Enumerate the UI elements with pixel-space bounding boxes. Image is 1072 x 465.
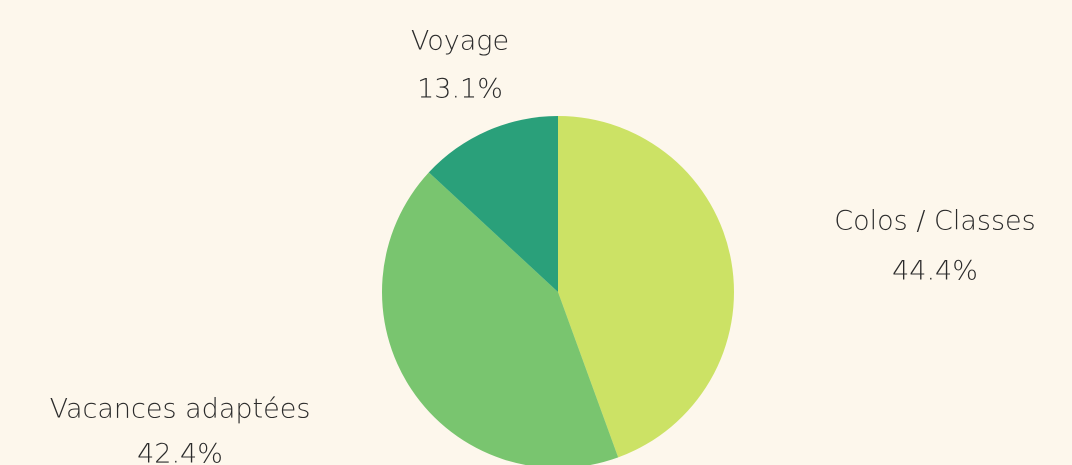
pie-slice	[558, 116, 734, 458]
pie-slice	[382, 172, 619, 465]
slice-value-label: 44.4%	[892, 256, 978, 287]
slice-label: Vacances adaptées	[50, 394, 311, 425]
slice-label: Colos / Classes	[834, 206, 1035, 237]
slice-value-label: 42.4%	[137, 439, 223, 465]
pie-slice	[428, 116, 558, 292]
slice-label: Voyage	[411, 26, 509, 57]
slice-value-label: 13.1%	[417, 74, 503, 105]
